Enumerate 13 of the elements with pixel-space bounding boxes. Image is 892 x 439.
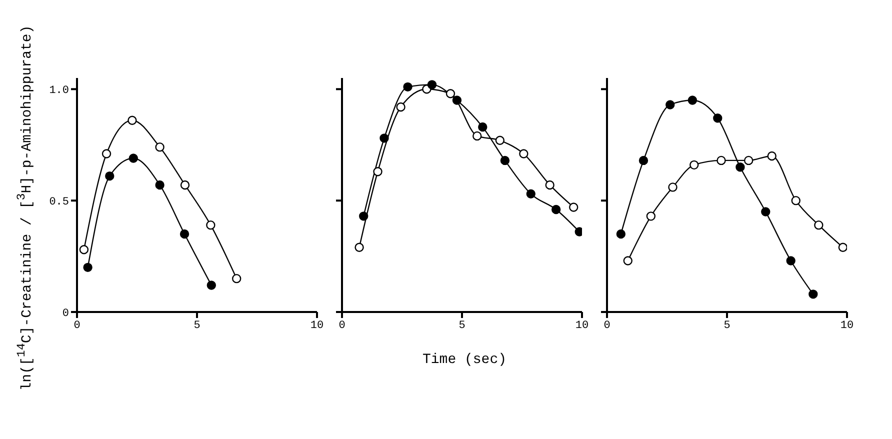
- x-tick-label: 10: [840, 320, 854, 332]
- x-tick-label: 5: [194, 320, 200, 332]
- x-tick-label: 0: [604, 320, 610, 332]
- x-axis-title: Time (sec): [422, 352, 506, 368]
- x-tick-label: 0: [74, 320, 80, 332]
- y-tick-label: 0.5: [49, 196, 69, 208]
- x-tick-label: 5: [458, 320, 466, 332]
- x-tick-label: 10: [310, 320, 324, 332]
- y-tick-label: 1.0: [49, 85, 69, 98]
- x-tick-label: 10: [575, 320, 589, 332]
- x-tick-label: 0: [338, 320, 346, 332]
- x-tick-label: 5: [724, 320, 730, 332]
- y-tick-label: 0: [62, 308, 69, 320]
